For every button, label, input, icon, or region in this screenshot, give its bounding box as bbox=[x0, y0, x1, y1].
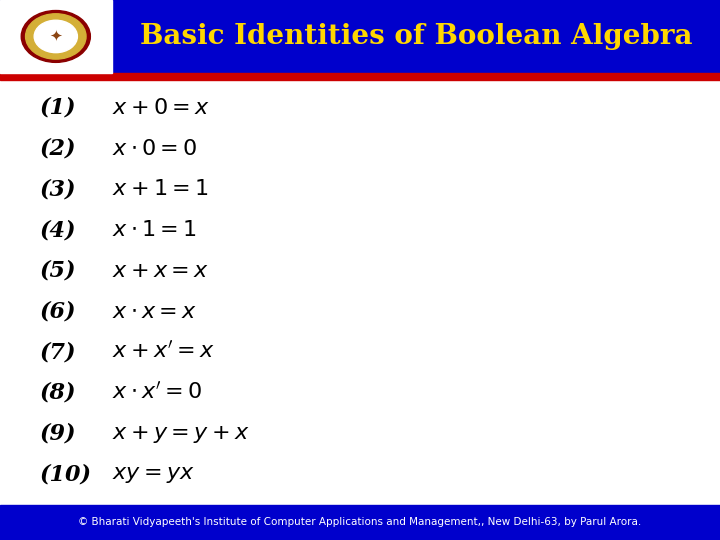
Text: $x + y = y + x$: $x + y = y + x$ bbox=[112, 423, 249, 445]
Text: (10): (10) bbox=[40, 463, 91, 485]
Circle shape bbox=[21, 10, 91, 62]
Text: (5): (5) bbox=[40, 260, 76, 282]
Text: Basic Identities of Boolean Algebra: Basic Identities of Boolean Algebra bbox=[140, 23, 692, 50]
Text: ✦: ✦ bbox=[50, 29, 62, 44]
Text: (2): (2) bbox=[40, 138, 76, 160]
Text: (4): (4) bbox=[40, 219, 76, 241]
Text: (8): (8) bbox=[40, 382, 76, 404]
Text: (3): (3) bbox=[40, 178, 76, 200]
Bar bbox=[0, 505, 720, 540]
Text: $x \cdot 1 = 1$: $x \cdot 1 = 1$ bbox=[112, 219, 197, 241]
Circle shape bbox=[26, 14, 86, 59]
Bar bbox=[0, 0, 720, 73]
Text: (7): (7) bbox=[40, 341, 76, 363]
Text: $x \cdot 0 = 0$: $x \cdot 0 = 0$ bbox=[112, 138, 197, 160]
Text: $x + x = x$: $x + x = x$ bbox=[112, 260, 209, 282]
Text: $xy = yx$: $xy = yx$ bbox=[112, 463, 194, 485]
Text: $x + 1 = 1$: $x + 1 = 1$ bbox=[112, 178, 208, 200]
Bar bbox=[0, 73, 720, 80]
Text: (6): (6) bbox=[40, 301, 76, 322]
Text: (9): (9) bbox=[40, 423, 76, 445]
Text: $x + 0 = x$: $x + 0 = x$ bbox=[112, 97, 210, 119]
Text: $x + x' = x$: $x + x' = x$ bbox=[112, 341, 215, 363]
Circle shape bbox=[35, 20, 78, 52]
Text: $x \cdot x = x$: $x \cdot x = x$ bbox=[112, 301, 197, 322]
Text: © Bharati Vidyapeeth's Institute of Computer Applications and Management,, New D: © Bharati Vidyapeeth's Institute of Comp… bbox=[78, 517, 642, 528]
Text: (1): (1) bbox=[40, 97, 76, 119]
Bar bbox=[0, 0, 112, 73]
Text: $x \cdot x' = 0$: $x \cdot x' = 0$ bbox=[112, 382, 202, 404]
